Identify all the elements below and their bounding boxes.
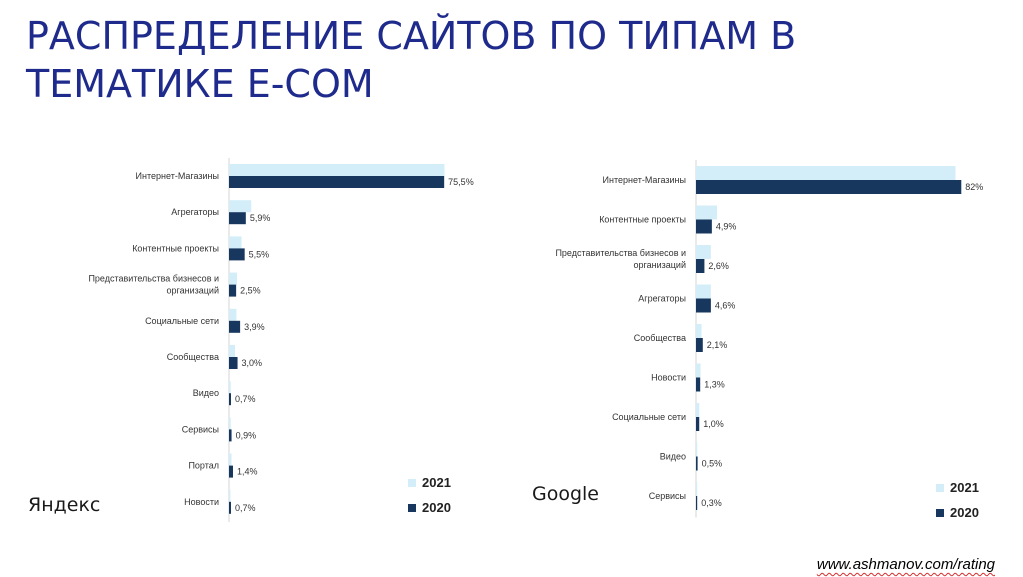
bar-2020-2 <box>229 248 245 261</box>
category-label-1: Контентные проекты <box>599 215 686 225</box>
legend-swatch-2021 <box>936 484 944 492</box>
google-label: Google <box>532 483 600 505</box>
category-label-6: Социальные сети <box>612 412 686 422</box>
value-label-2020-2: 5,5% <box>249 249 270 259</box>
legend-swatch-2021 <box>408 479 416 487</box>
bar-2021-4 <box>696 324 702 338</box>
value-label-2020-7: 0,5% <box>702 459 723 469</box>
bar-2021-7 <box>229 417 231 430</box>
category-label-4: Социальные сети <box>145 316 219 326</box>
bar-2021-6 <box>229 381 231 394</box>
ashmanov-rating-link[interactable]: www.ashmanov.com/rating <box>816 556 995 573</box>
bar-2020-8 <box>696 496 698 510</box>
bar-2020-4 <box>696 338 703 352</box>
bar-2020-5 <box>696 377 701 392</box>
category-label-2-line-1: организаций <box>634 260 686 270</box>
value-label-2020-3: 2,5% <box>240 286 261 296</box>
category-label-5: Новости <box>651 373 686 383</box>
legend-label-2021: 2021 <box>950 480 979 495</box>
value-label-2020-3: 4,6% <box>715 301 736 311</box>
bar-2021-2 <box>229 236 242 249</box>
bar-2021-0 <box>229 164 445 176</box>
category-label-3-line-0: Представительства бизнесов и <box>88 274 219 284</box>
legend-swatch-2020 <box>936 509 944 517</box>
bar-2021-1 <box>696 205 718 220</box>
value-label-2020-5: 3,0% <box>242 358 263 368</box>
category-label-0: Интернет-Магазины <box>136 171 219 181</box>
value-label-2020-6: 0,7% <box>235 394 256 404</box>
category-label-6: Видео <box>193 388 219 398</box>
value-label-2020-2: 2,6% <box>708 261 729 271</box>
category-label-7: Сервисы <box>182 424 219 434</box>
category-label-5: Сообщества <box>167 352 219 362</box>
bar-2020-6 <box>696 417 700 431</box>
category-label-3: Агрегаторы <box>638 294 686 304</box>
category-label-2-line-0: Представительства бизнесов и <box>555 248 686 258</box>
value-label-2020-0: 82% <box>965 182 983 192</box>
category-label-8: Портал <box>188 461 219 471</box>
bar-2020-5 <box>229 357 238 369</box>
bar-2021-2 <box>696 245 711 259</box>
bar-2021-4 <box>229 308 237 321</box>
category-label-1: Агрегаторы <box>171 207 219 217</box>
bar-2021-5 <box>696 363 701 378</box>
value-label-2020-4: 2,1% <box>707 340 728 350</box>
category-label-2: Контентные проекты <box>132 243 219 253</box>
bar-2021-3 <box>696 284 711 299</box>
bar-2020-1 <box>696 219 712 234</box>
bar-2020-9 <box>229 501 231 514</box>
bar-2021-8 <box>229 453 232 466</box>
value-label-2020-8: 0,3% <box>701 498 722 508</box>
value-label-2020-0: 75,5% <box>448 177 474 187</box>
legend-label-2021: 2021 <box>422 475 451 490</box>
bar-2020-8 <box>229 465 233 478</box>
legend-swatch-2020 <box>408 504 416 512</box>
category-label-4: Сообщества <box>634 333 686 343</box>
value-label-2020-1: 5,9% <box>250 213 271 223</box>
category-label-3-line-1: организаций <box>167 286 219 296</box>
value-label-2020-5: 1,3% <box>704 380 725 390</box>
bar-2020-3 <box>229 284 237 297</box>
bar-2021-0 <box>696 166 956 180</box>
yandex-label: Яндекс <box>28 494 101 516</box>
bar-2020-6 <box>229 393 231 406</box>
bar-2021-7 <box>696 442 698 457</box>
bar-2020-0 <box>696 180 962 194</box>
category-label-9: Новости <box>184 497 219 507</box>
bar-2021-5 <box>229 345 235 357</box>
legend-label-2020: 2020 <box>422 500 451 515</box>
bar-2021-3 <box>229 272 237 285</box>
bar-2020-3 <box>696 298 711 313</box>
bar-2021-8 <box>696 482 698 496</box>
bar-2020-7 <box>696 456 698 471</box>
bar-2020-1 <box>229 212 246 225</box>
value-label-2020-6: 1,0% <box>703 419 724 429</box>
bar-2020-0 <box>229 176 445 188</box>
category-label-7: Видео <box>660 452 686 462</box>
value-label-2020-9: 0,7% <box>235 503 256 513</box>
value-label-2020-7: 0,9% <box>236 430 257 440</box>
legend-label-2020: 2020 <box>950 505 979 520</box>
value-label-2020-1: 4,9% <box>716 222 737 232</box>
bar-2021-6 <box>696 403 700 417</box>
page-title: РАСПРЕДЕЛЕНИЕ САЙТОВ ПО ТИПАМ В ТЕМАТИКЕ… <box>26 14 797 106</box>
value-label-2020-4: 3,9% <box>244 322 265 332</box>
category-label-8: Сервисы <box>649 491 686 501</box>
bar-2021-1 <box>229 200 252 213</box>
bar-2020-2 <box>696 259 705 273</box>
bar-2021-9 <box>229 489 231 502</box>
bar-2020-7 <box>229 429 232 442</box>
value-label-2020-8: 1,4% <box>237 467 258 477</box>
bar-2020-4 <box>229 320 241 333</box>
category-label-0: Интернет-Магазины <box>603 175 686 185</box>
